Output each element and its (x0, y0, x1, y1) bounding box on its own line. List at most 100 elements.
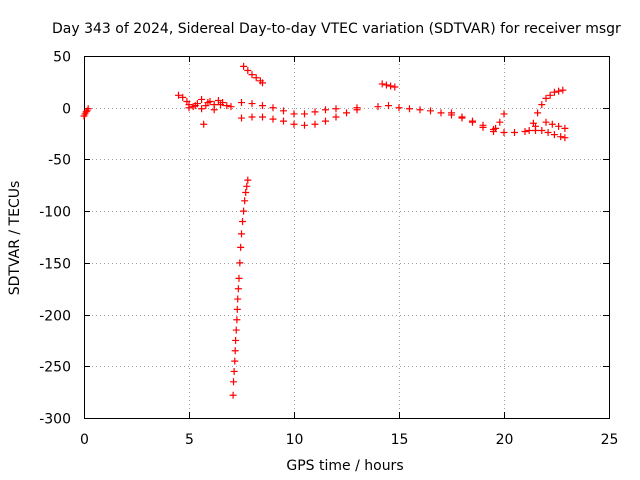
data-point (332, 105, 340, 113)
data-point (427, 107, 434, 115)
data-point (233, 305, 241, 313)
plot-frame (84, 56, 610, 419)
data-point (252, 74, 260, 82)
data-point (559, 86, 567, 94)
data-point (234, 285, 242, 293)
y-tick-label: -100 (39, 205, 71, 221)
data-point (479, 123, 487, 131)
series-arc-spike-14 (378, 80, 399, 91)
data-point (458, 113, 466, 121)
data-point (230, 367, 238, 375)
y-tick-label: -150 (39, 257, 71, 273)
data-point (248, 71, 256, 79)
data-point (416, 106, 424, 114)
data-point (242, 189, 250, 197)
series-arc-outlier (200, 120, 208, 128)
series-arc-afternoon (395, 104, 539, 137)
data-point (235, 274, 243, 282)
data-point (544, 129, 552, 137)
data-point (185, 104, 193, 112)
data-point (521, 128, 529, 136)
series-arc-mid-upper (238, 99, 392, 118)
data-point (542, 94, 550, 102)
data-point (240, 62, 248, 70)
series-arc-dive (229, 176, 252, 399)
data-point (259, 79, 266, 87)
marks-layer (80, 62, 569, 399)
y-axis-label: SDTVAR / TECUs (7, 181, 23, 296)
series-arc-spike-20 (492, 110, 508, 132)
data-point (231, 357, 239, 365)
data-point (448, 109, 455, 117)
data-point (223, 102, 231, 110)
data-point (557, 133, 565, 141)
x-tick-label: 5 (185, 432, 194, 448)
data-point (269, 115, 277, 123)
data-point (239, 217, 247, 225)
series-arc-late-low (532, 122, 569, 142)
data-point (227, 103, 235, 111)
data-point (391, 83, 399, 91)
data-point (290, 110, 298, 118)
data-point (395, 104, 403, 112)
data-point (175, 91, 182, 99)
y-tick-label: -250 (39, 360, 71, 376)
x-tick-label: 10 (286, 432, 304, 448)
series-arc-mid-lower (238, 106, 361, 129)
data-point (542, 118, 550, 126)
data-point (241, 197, 249, 205)
data-point (550, 131, 558, 139)
data-point (311, 120, 319, 128)
data-point (538, 101, 546, 109)
y-tick-label: -300 (39, 412, 71, 428)
x-tick-label: 20 (496, 432, 514, 448)
data-point (550, 88, 558, 96)
data-point (204, 99, 212, 107)
data-point (500, 129, 508, 137)
chart-title: Day 343 of 2024, Sidereal Day-to-day VTE… (52, 21, 621, 37)
data-point (385, 102, 392, 110)
data-point (237, 243, 245, 251)
data-point (259, 102, 266, 110)
data-point (538, 126, 546, 134)
data-point (311, 108, 319, 116)
y-tick-labels: 50 0 -50 -100 -150 -200 -250 -300 (39, 50, 71, 428)
x-tick-label: 25 (601, 432, 619, 448)
data-point (233, 316, 241, 324)
data-point (248, 100, 256, 108)
x-tick-label: 0 (80, 432, 89, 448)
x-tick-labels: 0 5 10 15 20 25 (80, 432, 618, 448)
data-point (322, 106, 329, 114)
data-point (248, 113, 256, 121)
y-tick-label: 50 (53, 50, 71, 66)
series-arc-start (80, 105, 92, 120)
data-point (269, 104, 277, 112)
data-point (214, 96, 222, 104)
data-point (387, 82, 395, 90)
data-point (532, 122, 539, 130)
data-point (259, 113, 266, 121)
data-point (525, 126, 533, 134)
data-point (244, 66, 252, 74)
data-point (231, 347, 239, 355)
series-arc-morning-a (175, 91, 235, 111)
tick-layer (84, 56, 610, 419)
data-point (378, 80, 386, 88)
data-point (332, 113, 340, 121)
data-point (469, 118, 476, 126)
data-point (546, 91, 554, 99)
x-tick-label: 15 (391, 432, 409, 448)
series-arc-morning-b (185, 99, 224, 114)
data-point (191, 102, 199, 110)
data-point (534, 109, 542, 117)
data-point (343, 109, 350, 117)
data-point (301, 110, 308, 118)
data-point (290, 120, 298, 128)
data-point (243, 182, 251, 190)
data-point (382, 81, 390, 89)
data-point (437, 109, 445, 117)
data-point (500, 110, 508, 118)
data-point (561, 134, 569, 142)
data-point (234, 295, 242, 303)
data-point (406, 105, 413, 113)
